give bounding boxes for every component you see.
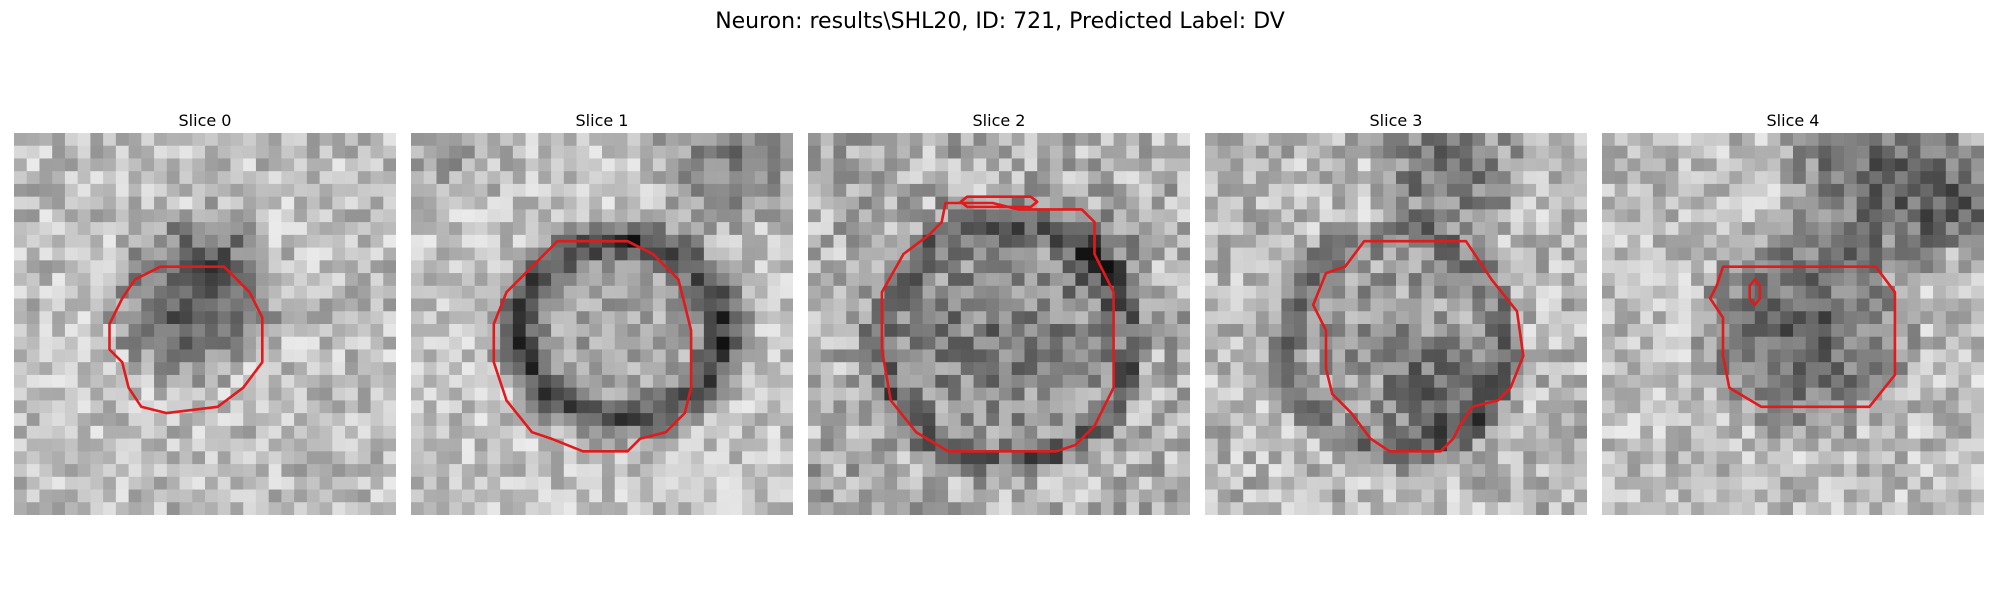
slice-image-2: [808, 133, 1190, 515]
slice-title: Slice 4: [1766, 111, 1820, 130]
slice-title: Slice 0: [178, 111, 232, 130]
segmentation-contour: [108, 265, 264, 415]
slice-panel-4: Slice 4: [1602, 108, 1984, 515]
slice-panel-1: Slice 1: [411, 108, 793, 515]
slice-title: Slice 2: [972, 111, 1026, 130]
segmentation-contour: [492, 239, 693, 453]
segmentation-contour: [1708, 265, 1897, 409]
slice-image-3: [1205, 133, 1587, 515]
slice-panel-0: Slice 0: [14, 108, 396, 515]
segmentation-contour: [880, 201, 1115, 453]
segmentation-contour-small: [1748, 278, 1762, 307]
figure-title: Neuron: results\SHL20, ID: 721, Predicte…: [715, 9, 1285, 34]
slice-panel-3: Slice 3: [1205, 108, 1587, 515]
segmentation-contour-small: [959, 195, 1039, 209]
slice-title: Slice 3: [1369, 111, 1423, 130]
slice-title: Slice 1: [575, 111, 629, 130]
slice-image-4: [1602, 133, 1984, 515]
slice-image-0: [14, 133, 396, 515]
segmentation-contour: [1311, 239, 1525, 453]
slice-image-1: [411, 133, 793, 515]
slice-panel-2: Slice 2: [808, 108, 1190, 515]
